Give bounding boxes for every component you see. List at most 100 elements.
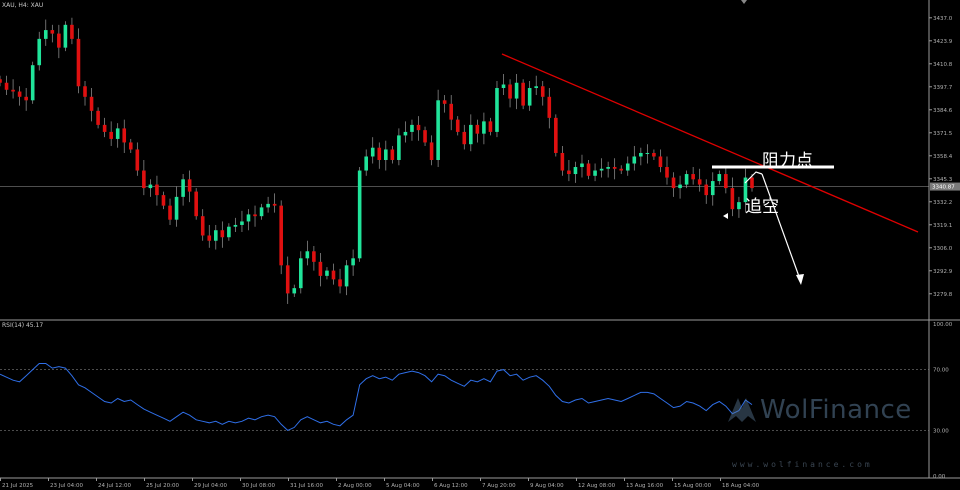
candle-body xyxy=(181,179,185,197)
candle-body xyxy=(299,258,303,289)
candle-body xyxy=(560,152,565,171)
chase-short-annotation: 追空 xyxy=(745,197,779,217)
candle-body xyxy=(325,270,329,276)
candle-body xyxy=(102,124,107,132)
time-tick-label: 31 Jul 16:00 xyxy=(290,483,323,489)
price-tick-label: 3384.6 xyxy=(933,108,953,114)
candle-body xyxy=(495,88,499,132)
price-tick-label: 3410.8 xyxy=(933,62,953,68)
candle-body xyxy=(724,174,728,189)
candle-body xyxy=(397,135,401,160)
wolf-logo-icon xyxy=(728,398,756,422)
candle-body xyxy=(737,202,741,210)
candle-body xyxy=(593,170,597,176)
candle-body xyxy=(710,181,715,196)
candle-body xyxy=(266,203,270,208)
candle-body xyxy=(240,221,244,225)
candle-body xyxy=(30,65,35,101)
candle-body xyxy=(429,142,434,160)
candle-body xyxy=(632,156,637,164)
time-tick-label: 18 Aug 04:00 xyxy=(722,483,760,489)
candle-body xyxy=(730,188,735,210)
candle-body xyxy=(697,179,702,185)
price-tick-label: 3345.3 xyxy=(933,177,953,183)
candle-body xyxy=(612,167,617,169)
candle-body xyxy=(135,149,140,171)
candle-body xyxy=(475,124,480,134)
candle-body xyxy=(207,235,212,241)
candle-body xyxy=(142,170,146,189)
candle-body xyxy=(76,38,81,87)
candle-body xyxy=(717,174,722,182)
candle-body xyxy=(292,288,297,294)
candle-body xyxy=(606,167,610,169)
candle-body xyxy=(351,258,355,266)
candle-body xyxy=(37,38,42,66)
candle-body xyxy=(482,121,486,134)
candle-body xyxy=(253,214,257,217)
candle-body xyxy=(455,119,460,132)
candle-body xyxy=(691,174,695,180)
time-tick-label: 29 Jul 04:00 xyxy=(194,483,227,489)
signal-marker-icon xyxy=(723,213,728,219)
price-tick-label: 3279.8 xyxy=(933,292,953,298)
time-tick-label: 24 Jul 12:00 xyxy=(98,483,131,489)
candle-body xyxy=(161,195,166,206)
candle-body xyxy=(57,33,61,48)
candle-body xyxy=(122,128,127,143)
price-tick-label: 3332.2 xyxy=(933,200,952,206)
candle-body xyxy=(671,177,676,189)
candle-body xyxy=(573,167,578,175)
current-price-label: 3340.87 xyxy=(932,185,955,191)
candle-body xyxy=(200,216,205,236)
price-tick-label: 3371.5 xyxy=(933,131,953,137)
time-tick-label: 21 Jul 2025 xyxy=(2,483,34,489)
candle-body xyxy=(684,174,689,185)
candle-body xyxy=(508,84,512,99)
time-tick-label: 30 Jul 08:00 xyxy=(242,483,275,489)
candle-body xyxy=(547,96,552,118)
price-tick-label: 3319.1 xyxy=(933,223,952,229)
symbol-label: XAU, H4: XAU xyxy=(2,2,44,9)
candle-body xyxy=(678,184,682,189)
candle-body xyxy=(89,96,94,111)
candle-body xyxy=(514,82,519,99)
candle-body xyxy=(174,196,179,220)
resistance-annotation: 阻力点 xyxy=(762,151,813,171)
candle-body xyxy=(83,86,87,97)
candle-body xyxy=(24,96,28,101)
arrowhead-icon xyxy=(796,274,804,285)
rsi-label: RSI(14) 45.17 xyxy=(2,322,44,329)
scroll-marker-icon[interactable] xyxy=(741,0,747,4)
candle-body xyxy=(416,124,421,131)
candle-body xyxy=(625,163,630,171)
resistance-trendline xyxy=(501,53,919,233)
candle-body xyxy=(43,30,48,39)
candle-body xyxy=(540,86,545,97)
current-price-box xyxy=(930,182,960,191)
candle-body xyxy=(312,251,316,262)
candle-body xyxy=(279,205,283,266)
candle-body xyxy=(285,265,290,294)
candle-body xyxy=(436,100,440,160)
candle-body xyxy=(227,226,231,238)
candle-body xyxy=(220,230,225,238)
candle-body xyxy=(194,191,198,217)
candle-body xyxy=(338,279,342,287)
candle-body xyxy=(554,117,558,153)
candle-body xyxy=(0,79,2,83)
candle-body xyxy=(331,270,336,280)
candle-body xyxy=(619,168,624,171)
candle-body xyxy=(645,152,650,154)
candle-body xyxy=(704,184,709,196)
candle-body xyxy=(17,91,22,97)
candle-body xyxy=(469,124,473,145)
candle-body xyxy=(586,163,591,176)
rsi-tick-label: 70.00 xyxy=(933,368,949,374)
candle-body xyxy=(423,130,427,143)
candle-body xyxy=(488,121,493,132)
candle-body xyxy=(168,205,172,220)
price-tick-label: 3397.7 xyxy=(933,85,953,91)
candle-body xyxy=(743,177,748,203)
overlays xyxy=(501,53,919,285)
